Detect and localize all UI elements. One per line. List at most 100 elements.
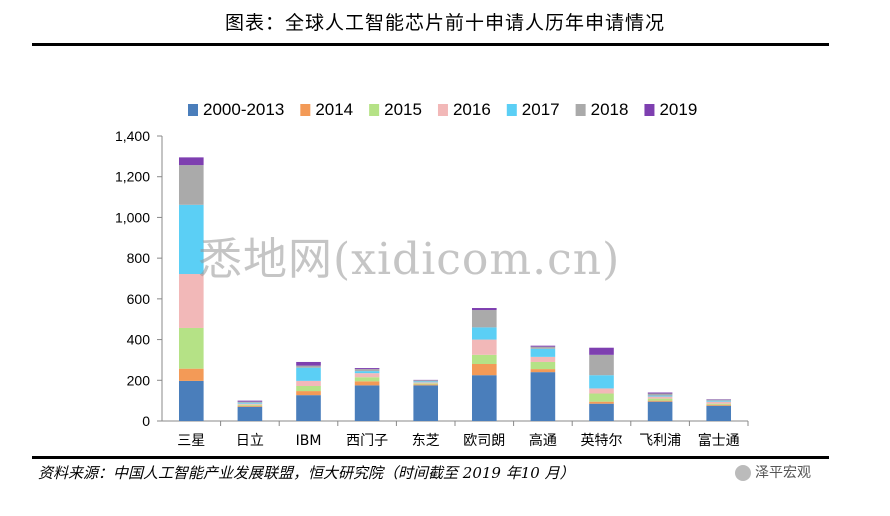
bar-segment <box>589 403 614 421</box>
y-tick-label: 800 <box>127 250 151 266</box>
bar-segment <box>296 395 321 421</box>
bar-segment <box>354 373 380 378</box>
wechat-label: 泽平宏观 <box>755 465 811 481</box>
x-tick-label: 英特尔 <box>581 432 623 449</box>
bar-segment <box>413 380 439 382</box>
legend-swatch <box>437 104 448 116</box>
legend-label: 2015 <box>384 100 422 119</box>
source-rule <box>32 456 829 459</box>
legend-label: 2016 <box>453 100 491 119</box>
bar-segment <box>471 364 497 376</box>
x-axis-labels: 三星 日立 IBM 西门子 东芝 欧司朗 高通 英特尔 飞利浦 富士通 <box>177 421 749 449</box>
bar-segment <box>530 361 556 370</box>
x-tick-label: 高通 <box>529 432 557 449</box>
bar-segment <box>471 327 497 340</box>
bar-segment <box>647 400 673 402</box>
bar-segment <box>178 368 204 381</box>
bar-segment <box>706 404 732 406</box>
legend-swatch <box>575 104 586 116</box>
bar-segment <box>354 368 380 370</box>
y-tick-label: 200 <box>127 372 151 388</box>
legend: 2000-2013 2014 2015 2016 2017 2018 2019 <box>188 100 697 119</box>
bar-segment <box>471 354 497 364</box>
bar-segment <box>354 381 380 386</box>
bar-segment <box>647 398 673 401</box>
bar-segment <box>237 403 263 405</box>
bar-segment <box>296 365 321 368</box>
bar-segment <box>237 404 263 406</box>
bar-segment <box>530 345 556 347</box>
x-tick-label: 欧司朗 <box>463 433 505 449</box>
bar-segment <box>296 367 321 381</box>
bar-segment <box>354 369 380 372</box>
x-tick-label: 东芝 <box>412 433 440 449</box>
legend-label: 2000-2013 <box>203 100 284 119</box>
bar-segment <box>647 392 673 394</box>
wechat-badge: 泽平宏观 <box>735 462 811 482</box>
y-tick-label: 1,400 <box>115 128 150 144</box>
x-tick-label: IBM <box>296 433 322 449</box>
bar-segment <box>647 396 673 399</box>
bar-segment <box>354 377 380 382</box>
x-tick-label: 富士通 <box>698 432 740 449</box>
bar-segment <box>178 204 204 275</box>
bar-segment <box>706 400 732 402</box>
source-note: 资料来源：中国人工智能产业发展联盟，恒大研究院（时间截至 2019 年10 月） <box>38 464 575 482</box>
bar-segment <box>471 339 497 355</box>
bar-segment <box>530 356 556 362</box>
legend-label: 2014 <box>315 100 353 119</box>
wechat-icon <box>735 465 751 481</box>
legend-label: 2018 <box>591 100 629 119</box>
watermark: 悉地网(xidicom.cn) <box>198 234 621 285</box>
bar-segment <box>178 157 204 166</box>
bar-segment <box>296 380 321 386</box>
bar-segment <box>237 401 263 403</box>
bar-segment <box>354 385 380 421</box>
bar-segment <box>296 385 321 392</box>
bar-segment <box>706 403 732 405</box>
bar-segment <box>178 165 204 205</box>
bar-segment <box>237 406 263 421</box>
bar-segment <box>589 393 614 402</box>
bar-segment <box>413 384 439 386</box>
title-underline <box>32 43 829 46</box>
bar-segment <box>471 375 497 421</box>
bar-segment <box>589 388 614 394</box>
bar-segment <box>706 401 732 404</box>
bar-segment <box>706 399 732 401</box>
bar-segment <box>589 354 614 376</box>
y-tick-label: 400 <box>127 332 151 348</box>
bar-segment <box>647 401 673 421</box>
x-tick-label: 日立 <box>236 433 264 449</box>
bar-segment <box>296 391 321 396</box>
y-tick-label: 1,200 <box>115 169 150 185</box>
bar-segment <box>530 369 556 373</box>
legend-swatch <box>506 104 517 116</box>
y-tick-label: 0 <box>142 413 150 429</box>
legend-swatch <box>369 104 380 116</box>
bar-segment <box>354 371 380 374</box>
bar-segment <box>530 346 556 349</box>
bar-segment <box>178 327 204 369</box>
bar-segment <box>530 348 556 357</box>
bar-segment <box>413 385 439 421</box>
bar-segment <box>178 380 204 421</box>
bar-segment <box>413 383 439 385</box>
bar-segment <box>589 401 614 404</box>
chart-title: 图表：全球人工智能芯片前十申请人历年申请情况 <box>224 12 665 34</box>
bar-segment <box>178 274 204 328</box>
bar-segment <box>237 402 263 404</box>
x-tick-label: 飞利浦 <box>639 433 681 449</box>
bar-segment <box>589 347 614 355</box>
bar-segment <box>237 405 263 407</box>
bar-segment <box>296 361 321 366</box>
bar-segment <box>471 310 497 328</box>
bar-segment <box>647 395 673 397</box>
bar-segment <box>589 375 614 389</box>
y-axis: 0 200 400 600 800 1,000 1,200 1,400 <box>115 128 748 429</box>
bar-segment <box>237 400 263 402</box>
legend-label: 2019 <box>659 100 697 119</box>
y-tick-label: 1,000 <box>115 209 150 225</box>
bar-segment <box>471 308 497 311</box>
